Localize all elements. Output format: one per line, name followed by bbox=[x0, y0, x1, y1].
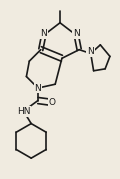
Text: N: N bbox=[35, 84, 41, 93]
Text: O: O bbox=[49, 98, 56, 107]
Text: N: N bbox=[87, 47, 94, 56]
Text: N: N bbox=[40, 29, 47, 38]
Text: N: N bbox=[73, 29, 80, 38]
Text: HN: HN bbox=[17, 107, 30, 116]
